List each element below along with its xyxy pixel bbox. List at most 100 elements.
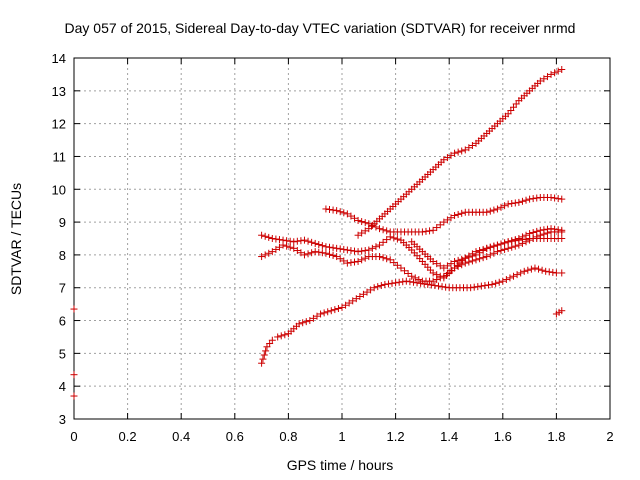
data-point xyxy=(440,272,448,280)
data-point xyxy=(377,282,385,290)
data-point xyxy=(486,207,494,215)
data-point xyxy=(351,258,359,266)
data-point xyxy=(465,253,473,261)
data-point xyxy=(447,260,455,268)
data-point xyxy=(370,284,378,292)
data-point xyxy=(376,225,384,233)
data-point xyxy=(506,274,514,282)
data-point xyxy=(472,251,480,259)
data-point xyxy=(322,243,330,251)
data-point xyxy=(302,318,310,326)
data-point xyxy=(511,199,519,207)
data-point xyxy=(522,196,530,204)
y-tick-label: 13 xyxy=(52,84,66,99)
data-point xyxy=(356,292,364,300)
data-point xyxy=(518,197,526,205)
data-point xyxy=(554,195,562,203)
data-point xyxy=(293,247,301,255)
data-point xyxy=(411,274,419,282)
data-point xyxy=(433,260,441,268)
data-point xyxy=(538,266,546,274)
data-point xyxy=(390,259,398,267)
data-point xyxy=(515,198,523,206)
data-point xyxy=(325,250,333,258)
data-point xyxy=(447,151,455,159)
data-point xyxy=(490,249,498,257)
data-point xyxy=(440,264,448,272)
data-point xyxy=(395,278,403,286)
data-point xyxy=(317,310,325,318)
data-point xyxy=(259,355,267,363)
data-point xyxy=(477,282,485,290)
y-tick-label: 4 xyxy=(59,379,66,394)
data-point xyxy=(443,216,451,224)
data-point xyxy=(340,245,348,253)
data-point xyxy=(533,194,541,202)
data-point xyxy=(277,332,285,340)
data-point xyxy=(359,290,367,298)
data-point xyxy=(470,283,478,291)
data-point xyxy=(279,241,287,249)
data-point xyxy=(547,225,555,233)
data-point xyxy=(554,226,562,234)
data-point xyxy=(515,235,523,242)
data-point xyxy=(485,281,493,289)
data-point xyxy=(551,69,559,77)
data-point xyxy=(374,283,382,291)
data-point xyxy=(501,245,509,253)
data-point xyxy=(526,195,534,203)
data-point xyxy=(434,282,442,290)
data-point xyxy=(352,295,360,303)
data-point xyxy=(368,221,376,229)
data-point xyxy=(381,280,389,288)
data-point xyxy=(438,283,446,291)
data-point xyxy=(311,239,319,247)
y-tick-label: 10 xyxy=(52,182,66,197)
data-point xyxy=(458,209,466,217)
y-tick-label: 5 xyxy=(59,346,66,361)
data-point xyxy=(290,244,298,252)
data-point xyxy=(304,250,312,258)
data-point xyxy=(486,243,494,251)
data-point xyxy=(383,255,391,263)
data-point xyxy=(442,283,450,291)
data-point xyxy=(361,247,369,255)
data-point xyxy=(336,208,344,216)
data-point xyxy=(358,247,366,255)
y-tick-label: 8 xyxy=(59,248,66,263)
data-point xyxy=(390,234,398,242)
data-point xyxy=(363,288,371,296)
data-point xyxy=(379,238,387,246)
data-point xyxy=(451,264,459,272)
data-point xyxy=(333,253,341,261)
data-point xyxy=(392,279,400,287)
data-point xyxy=(504,244,512,252)
data-point xyxy=(322,249,330,257)
data-point xyxy=(508,237,516,245)
data-point xyxy=(476,255,484,263)
data-point xyxy=(393,235,401,243)
data-point xyxy=(342,301,350,309)
data-point xyxy=(558,269,566,277)
data-point xyxy=(483,244,491,252)
data-point xyxy=(268,336,276,344)
data-point xyxy=(415,276,423,284)
data-point xyxy=(495,278,503,286)
data-point xyxy=(429,226,437,234)
data-point xyxy=(504,200,512,208)
data-point xyxy=(283,242,291,250)
data-point xyxy=(429,277,437,285)
data-point xyxy=(454,262,462,270)
data-point xyxy=(393,261,401,269)
data-point xyxy=(536,226,544,234)
y-tick-label: 3 xyxy=(59,412,66,427)
data-point xyxy=(540,226,548,234)
data-point xyxy=(365,220,373,228)
data-point xyxy=(547,193,555,201)
data-point xyxy=(329,251,337,259)
data-point xyxy=(361,254,369,262)
data-point xyxy=(297,249,305,257)
y-tick-label: 12 xyxy=(52,117,66,132)
x-tick-label: 1.6 xyxy=(494,429,512,444)
data-point xyxy=(413,279,421,287)
